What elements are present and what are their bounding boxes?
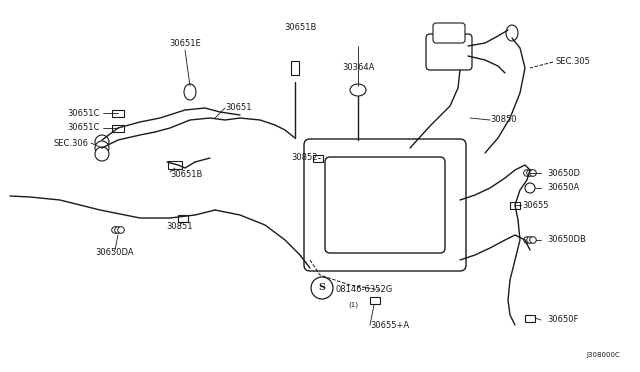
Text: 30650F: 30650F bbox=[547, 315, 579, 324]
Text: 30650DB: 30650DB bbox=[547, 235, 586, 244]
Text: 30651: 30651 bbox=[225, 103, 252, 112]
Text: 30651B: 30651B bbox=[170, 170, 202, 179]
Circle shape bbox=[115, 227, 122, 233]
Circle shape bbox=[311, 277, 333, 299]
Bar bbox=[525, 315, 535, 322]
Circle shape bbox=[112, 227, 118, 233]
FancyBboxPatch shape bbox=[433, 23, 465, 43]
Text: S: S bbox=[319, 283, 326, 292]
Text: 08146-6352G: 08146-6352G bbox=[335, 285, 392, 295]
Text: 30651B: 30651B bbox=[284, 23, 316, 32]
Text: 30850: 30850 bbox=[490, 115, 516, 125]
Circle shape bbox=[95, 135, 109, 149]
Bar bbox=[168, 161, 182, 169]
Text: 30651C: 30651C bbox=[68, 109, 100, 118]
Text: 30651C: 30651C bbox=[68, 124, 100, 132]
Text: 30851: 30851 bbox=[167, 222, 193, 231]
Text: 30655: 30655 bbox=[522, 201, 548, 209]
Circle shape bbox=[118, 227, 124, 233]
Text: 30650D: 30650D bbox=[547, 169, 580, 177]
Ellipse shape bbox=[184, 84, 196, 100]
FancyBboxPatch shape bbox=[426, 34, 472, 70]
Text: 30650A: 30650A bbox=[547, 183, 579, 192]
Circle shape bbox=[527, 170, 533, 176]
Bar bbox=[510, 202, 520, 209]
Bar bbox=[178, 215, 188, 222]
Circle shape bbox=[95, 147, 109, 161]
Circle shape bbox=[530, 170, 536, 176]
Text: SEC.306: SEC.306 bbox=[53, 138, 88, 148]
Circle shape bbox=[527, 237, 533, 243]
Circle shape bbox=[525, 183, 535, 193]
Text: 30655+A: 30655+A bbox=[370, 321, 409, 330]
Ellipse shape bbox=[350, 84, 366, 96]
Bar bbox=[370, 297, 380, 304]
Bar bbox=[313, 155, 323, 162]
Circle shape bbox=[524, 170, 531, 176]
Text: 30364A: 30364A bbox=[342, 63, 374, 72]
Text: 30650DA: 30650DA bbox=[96, 248, 134, 257]
Ellipse shape bbox=[506, 25, 518, 41]
Circle shape bbox=[524, 237, 531, 243]
Bar bbox=[291, 61, 299, 75]
Circle shape bbox=[95, 141, 109, 155]
Text: (1): (1) bbox=[348, 302, 358, 308]
Bar bbox=[112, 110, 124, 117]
Text: 30651E: 30651E bbox=[169, 39, 201, 48]
Text: SEC.305: SEC.305 bbox=[555, 58, 590, 67]
Circle shape bbox=[530, 237, 536, 243]
Bar bbox=[112, 125, 124, 132]
Text: J308000C: J308000C bbox=[586, 352, 620, 358]
Text: 30852: 30852 bbox=[291, 154, 318, 163]
